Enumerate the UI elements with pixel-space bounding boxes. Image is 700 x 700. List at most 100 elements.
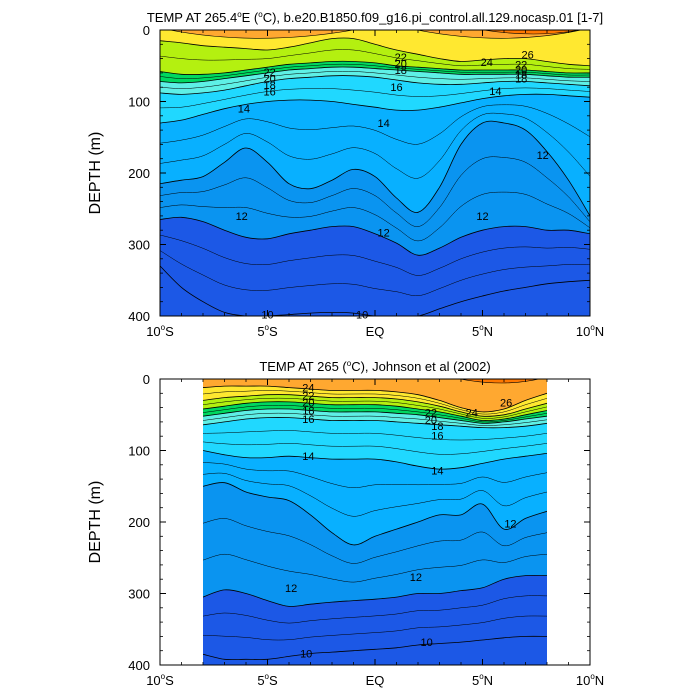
contour-label: 16 [302, 414, 314, 426]
contour-label: 14 [431, 466, 443, 478]
x-tick-label: 10oS [146, 672, 174, 688]
band-10-11 [203, 575, 547, 660]
contour-line-11 [203, 574, 547, 607]
contour-line-minor [160, 104, 590, 145]
band-11-12 [160, 121, 590, 256]
contour-line-12 [203, 482, 547, 546]
contour-line-22 [160, 37, 590, 67]
contour-line-minor [203, 412, 547, 426]
contour-label: 20 [515, 64, 527, 76]
contour-line-minor [160, 250, 590, 296]
contour-line-16 [160, 75, 590, 95]
contour-line-minor [203, 405, 547, 423]
contour-line-16 [203, 417, 547, 429]
contour-line-10 [160, 265, 590, 316]
contour-label: 10 [300, 649, 312, 661]
band-below-10 [160, 265, 590, 316]
y-tick-label: 0 [143, 372, 150, 387]
contour-line-12 [160, 120, 590, 217]
contour-line-minor [203, 553, 547, 583]
x-tick-label: 5oN [472, 672, 493, 688]
contour-label: 22 [302, 390, 314, 402]
band-14-16 [160, 75, 590, 123]
contour-label: 14 [377, 118, 389, 130]
contour-label: 18 [302, 405, 314, 417]
band-above-26 [481, 30, 582, 35]
contour-label: 16 [264, 86, 276, 98]
band-22-24 [203, 386, 547, 417]
contour-label: 26 [500, 398, 512, 410]
contour-line-minor [160, 112, 590, 179]
contour-label: 12 [476, 211, 488, 223]
contour-line-minor [203, 472, 547, 517]
contour-line-minor [203, 518, 547, 564]
contour-label: 24 [481, 57, 493, 69]
y-tick-label: 100 [128, 95, 150, 110]
contour-label: 22 [264, 67, 276, 79]
contour-label: 22 [515, 59, 527, 71]
contour-label: 14 [238, 104, 250, 116]
band-above-24 [168, 30, 355, 39]
chart-title: TEMP AT 265 (oC), Johnson et al (2002) [259, 359, 490, 374]
contour-label: 20 [425, 415, 437, 427]
y-tick-label: 200 [128, 166, 150, 181]
x-axis: 10oS 5oS EQ 5oN 10oN [146, 30, 604, 339]
contour-line-minor [160, 87, 590, 109]
band-below-10 [203, 636, 547, 665]
y-axis-label: DEPTH (m) [87, 132, 104, 215]
contour-label: 24 [302, 383, 314, 395]
contour-label: 18 [264, 80, 276, 92]
x-tick-label: 10oN [576, 323, 604, 339]
contour-line-minor [160, 71, 590, 89]
contour-line-minor [203, 595, 547, 624]
contour-line-minor [160, 234, 590, 276]
contour-label: 12 [285, 583, 297, 595]
band-18-20 [203, 401, 547, 424]
y-axis: 0 100 200 300 400 DEPTH (m) [87, 372, 590, 673]
contour-fills [203, 379, 547, 665]
y-tick-label: 300 [128, 587, 150, 602]
x-axis: 10oS 5oS EQ 5oN 10oN [146, 379, 604, 688]
contour-line-minor [160, 191, 590, 242]
contour-label: 12 [410, 572, 422, 584]
x-tick-label: EQ [366, 673, 385, 688]
contour-fills [160, 30, 590, 316]
x-tick-label: EQ [366, 324, 385, 339]
contour-label: 20 [264, 74, 276, 86]
contour-label: 14 [489, 86, 501, 98]
y-tick-label: 400 [128, 309, 150, 324]
y-tick-label: 200 [128, 515, 150, 530]
band-10-11 [160, 217, 590, 316]
contour-label: 12 [377, 227, 389, 239]
contour-lines [160, 37, 590, 316]
contour-line-10 [203, 635, 547, 661]
contour-label: 18 [431, 421, 443, 433]
contour-label: 12 [504, 518, 516, 530]
contour-line-14 [203, 450, 547, 470]
contour-line-minor [203, 397, 547, 419]
contour-line-minor [203, 441, 547, 455]
panel-2: 2422201816222018162426141412121210100100… [87, 359, 604, 688]
x-tick-label: 10oS [146, 323, 174, 339]
contour-line-minor [160, 156, 590, 227]
band-12-14 [203, 450, 547, 545]
contour-label: 18 [515, 69, 527, 81]
contour-line-24 [203, 385, 547, 413]
band-12-14 [160, 94, 590, 216]
x-tick-label: 10oN [576, 672, 604, 688]
contour-line-22 [203, 394, 547, 417]
contour-line-14 [160, 93, 590, 124]
contour-label: 18 [515, 74, 527, 86]
contour-label: 22 [395, 52, 407, 64]
band-11-12 [203, 482, 547, 607]
y-tick-label: 400 [128, 658, 150, 673]
contour-line-18 [160, 66, 590, 84]
contour-label: 26 [522, 49, 534, 61]
contour-line-minor [203, 430, 547, 441]
contour-label: 12 [236, 211, 248, 223]
contour-line-20 [160, 60, 590, 75]
contour-line-20 [203, 401, 547, 421]
contour-line-minor [160, 49, 590, 70]
